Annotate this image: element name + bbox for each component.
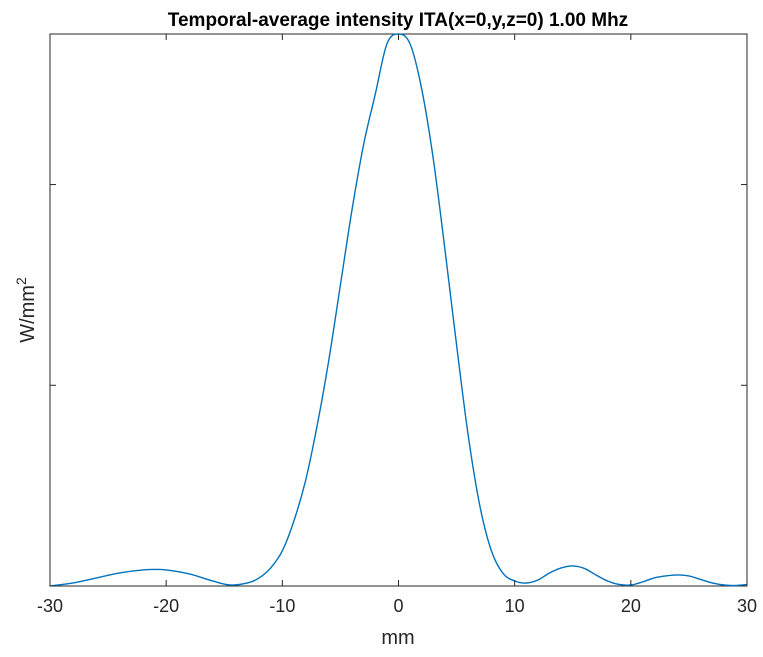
x-tick-label: -30 — [37, 596, 63, 616]
y-axis — [50, 184, 747, 587]
plot-frame — [49, 33, 748, 587]
x-tick-label: -20 — [153, 596, 179, 616]
y-axis-label-text: W/mm — [17, 285, 39, 343]
chart-title: Temporal-average intensity ITA(x=0,y,z=0… — [168, 10, 628, 31]
x-tick-label: -10 — [269, 596, 295, 616]
intensity-line — [49, 33, 748, 587]
y-axis-label-superscript: 2 — [13, 277, 29, 285]
x-tick-label: 20 — [621, 596, 641, 616]
plot-area — [49, 33, 748, 587]
x-tick-label: 30 — [737, 596, 757, 616]
x-axis: -30 -20 -10 0 10 20 30 — [37, 34, 757, 616]
y-axis-label: W/mm2 — [13, 277, 39, 343]
x-axis-label: mm — [381, 627, 414, 649]
x-tick-label: 0 — [393, 596, 403, 616]
x-tick-label: 10 — [505, 596, 525, 616]
